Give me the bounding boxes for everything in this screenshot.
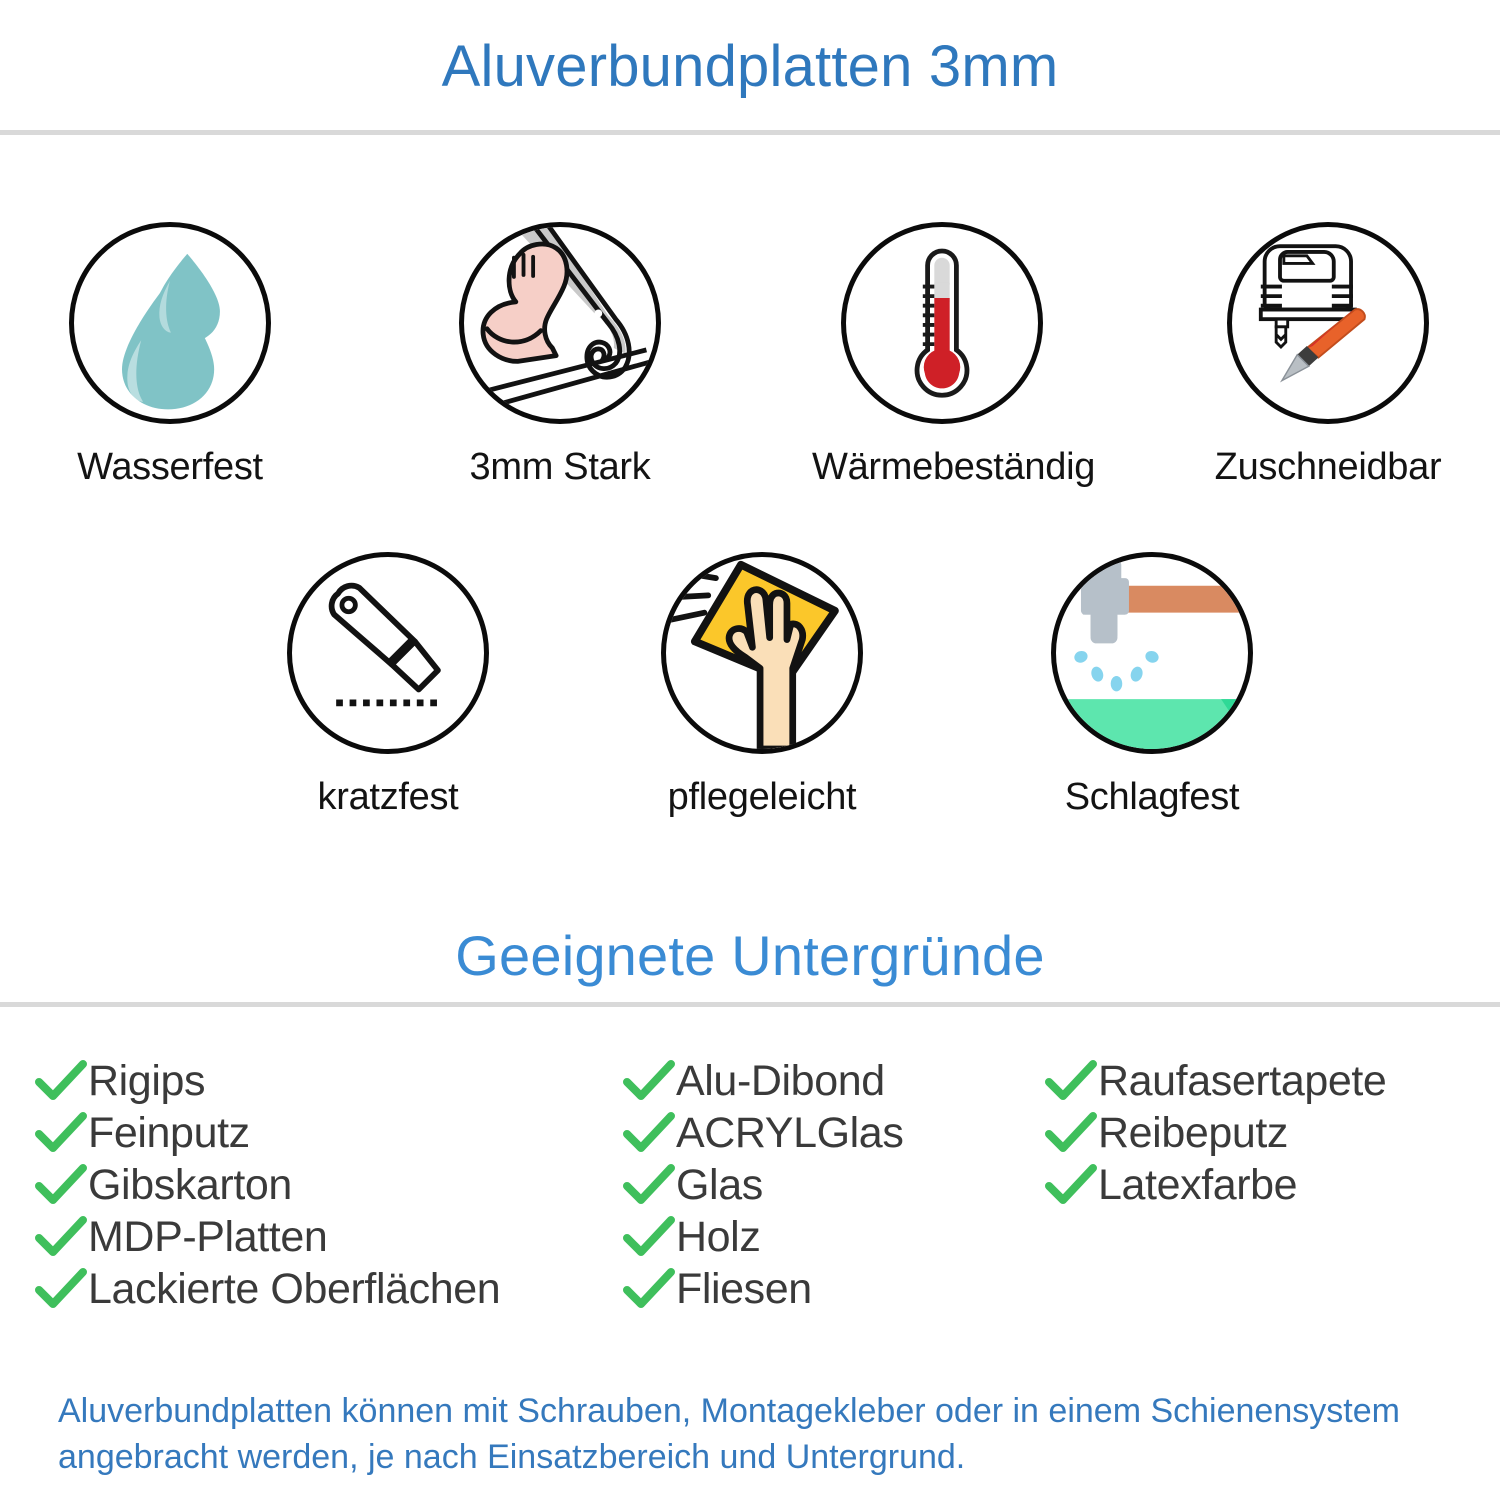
feature-wasserfest: Wasserfest (40, 222, 300, 489)
list-item: Feinputz (34, 1107, 634, 1159)
list-item: Rigips (34, 1055, 634, 1107)
list-item-label: Feinputz (88, 1109, 250, 1157)
list-item-label: Alu-Dibond (676, 1057, 885, 1105)
list-item: Holz (622, 1211, 1042, 1263)
page-title: Aluverbundplatten 3mm (441, 34, 1059, 99)
feature-3mm-stark: 3mm Stark (430, 222, 690, 489)
feature-label: Zuschneidbar (1214, 446, 1442, 488)
list-item: Raufasertapete (1044, 1055, 1484, 1107)
check-icon (622, 1162, 676, 1208)
list-item: Fliesen (622, 1263, 1042, 1315)
feature-label: 3mm Stark (469, 446, 651, 488)
check-icon (34, 1266, 88, 1312)
substrates-title: Geeignete Untergründe (455, 924, 1045, 987)
list-item-label: Gibskarton (88, 1161, 292, 1209)
hammer-impact-icon (1051, 552, 1253, 754)
list-item: ACRYLGlas (622, 1107, 1042, 1159)
hand-with-cloth-icon (661, 552, 863, 754)
check-icon (622, 1214, 676, 1260)
list-item: Reibeputz (1044, 1107, 1484, 1159)
check-icon (34, 1162, 88, 1208)
feature-label: kratzfest (317, 776, 459, 818)
list-item: Latexfarbe (1044, 1159, 1484, 1211)
footer-note: Aluverbundplatten können mit Schrauben, … (58, 1392, 1400, 1476)
checklist-column-2: Alu-Dibond ACRYLGlas Glas Holz Fliesen (622, 1055, 1042, 1315)
check-icon (34, 1058, 88, 1104)
feature-label: Wärmebeständig (812, 446, 1096, 488)
list-item-label: ACRYLGlas (676, 1109, 904, 1157)
check-icon (622, 1110, 676, 1156)
jigsaw-and-knife-icon (1227, 222, 1429, 424)
check-icon (34, 1214, 88, 1260)
list-item-label: Latexfarbe (1098, 1161, 1298, 1209)
list-item-label: Rigips (88, 1057, 206, 1105)
list-item-label: Fliesen (676, 1265, 812, 1313)
feature-waermebestaendig: Wärmebeständig (812, 222, 1096, 489)
list-item-label: Holz (676, 1213, 761, 1261)
checklist-column-3: Raufasertapete Reibeputz Latexfarbe (1044, 1055, 1484, 1211)
check-icon (622, 1058, 676, 1104)
substrate-checklist: Rigips Feinputz Gibskarton MDP-Platten L… (0, 1055, 1500, 1355)
feature-kratzfest: kratzfest (258, 552, 518, 819)
list-item-label: Lackierte Oberflächen (88, 1265, 501, 1313)
feature-schlagfest: Schlagfest (1022, 552, 1282, 819)
check-icon (1044, 1162, 1098, 1208)
feature-zuschneidbar: Zuschneidbar (1198, 222, 1458, 489)
list-item: Glas (622, 1159, 1042, 1211)
check-icon (1044, 1110, 1098, 1156)
water-drops-icon (69, 222, 271, 424)
checklist-column-1: Rigips Feinputz Gibskarton MDP-Platten L… (34, 1055, 634, 1315)
thermometer-icon (841, 222, 1043, 424)
list-item-label: MDP-Platten (88, 1213, 328, 1261)
list-item: Alu-Dibond (622, 1055, 1042, 1107)
list-item-label: Glas (676, 1161, 763, 1209)
check-icon (34, 1110, 88, 1156)
list-item: Lackierte Oberflächen (34, 1263, 634, 1315)
list-item-label: Reibeputz (1098, 1109, 1289, 1157)
feature-pflegeleicht: pflegeleicht (632, 552, 892, 819)
divider-middle (0, 1002, 1500, 1007)
check-icon (622, 1266, 676, 1312)
cutter-knife-icon (287, 552, 489, 754)
check-icon (1044, 1058, 1098, 1104)
feature-label: pflegeleicht (667, 776, 857, 818)
list-item: MDP-Platten (34, 1211, 634, 1263)
flexing-arm-icon (459, 222, 661, 424)
feature-label: Wasserfest (77, 446, 263, 488)
list-item: Gibskarton (34, 1159, 634, 1211)
feature-label: Schlagfest (1064, 776, 1240, 818)
divider-top (0, 130, 1500, 135)
list-item-label: Raufasertapete (1098, 1057, 1387, 1105)
